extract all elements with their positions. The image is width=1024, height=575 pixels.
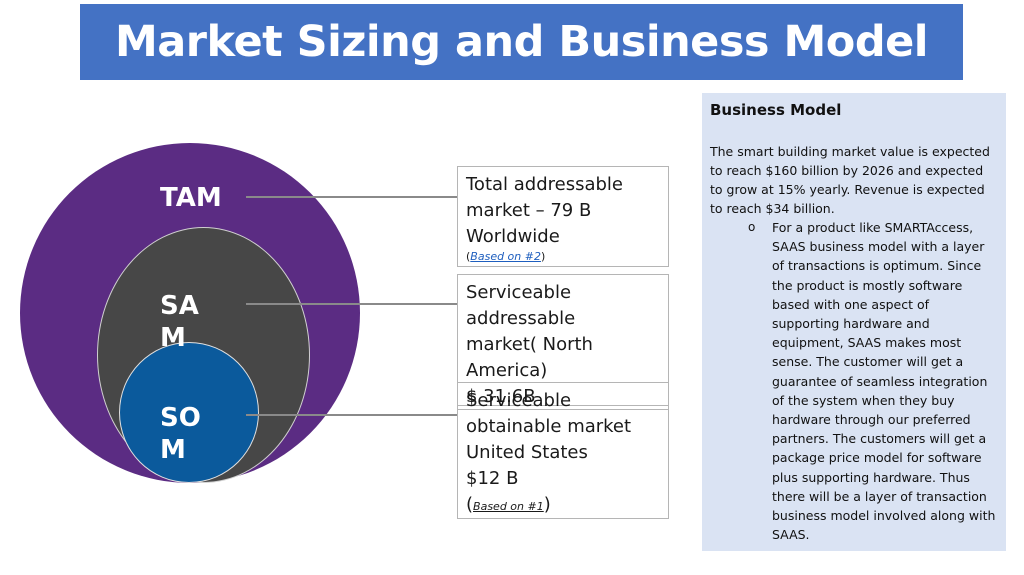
panel-paragraph: The smart building market value is expec… [710, 144, 990, 216]
som-line-4: $12 B [466, 468, 519, 489]
tam-line-3: Worldwide [466, 226, 560, 247]
som-line-1: Serviceable [466, 390, 572, 411]
tam-connector-line [246, 196, 457, 198]
tam-ref-close: ) [540, 250, 546, 263]
sam-line-3: market( North [466, 334, 593, 355]
bullet-marker-icon: o [748, 220, 756, 234]
business-model-panel: Business Model The smart building market… [702, 93, 1006, 551]
som-label: SOM [160, 403, 201, 465]
panel-bullet-item: o For a product like SMARTAccess, SAAS b… [748, 218, 998, 544]
tam-line-1: Total addressable [466, 174, 624, 195]
som-line-3: United States [466, 442, 588, 463]
som-ref-close: ) [543, 494, 551, 515]
tam-line-2: market – 79 B [466, 200, 592, 221]
tam-description-box: Total addressable market – 79 B Worldwid… [457, 166, 669, 267]
tam-reference-link[interactable]: Based on #2 [470, 250, 541, 263]
som-ref-open: ( [466, 494, 474, 515]
sam-connector-line [246, 303, 457, 305]
sam-line-4: America) [466, 360, 548, 381]
sam-line-1: Serviceable [466, 282, 572, 303]
title-banner: Market Sizing and Business Model [80, 4, 963, 80]
sam-description-box: Serviceable addressable market( North Am… [457, 274, 669, 407]
som-reference: (Based on #1) [466, 492, 660, 520]
som-reference-link[interactable]: Based on #1 [473, 500, 544, 513]
som-circle [119, 342, 259, 483]
panel-title: Business Model [710, 101, 842, 119]
sam-label: SAM [160, 291, 199, 353]
som-connector-line [246, 414, 457, 416]
tam-ref-open: ( [466, 250, 471, 263]
sam-line-5: $ 31.6B [466, 386, 536, 407]
som-line-2: obtainable market [466, 416, 632, 437]
page-title: Market Sizing and Business Model [114, 17, 929, 67]
sam-line-2: addressable [466, 308, 576, 329]
tam-label: TAM [160, 183, 222, 213]
som-description-box: Serviceable obtainable market United Sta… [457, 382, 669, 519]
panel-bullet-text: For a product like SMARTAccess, SAAS bus… [772, 220, 996, 543]
tam-reference: (Based on #2) [466, 250, 660, 264]
